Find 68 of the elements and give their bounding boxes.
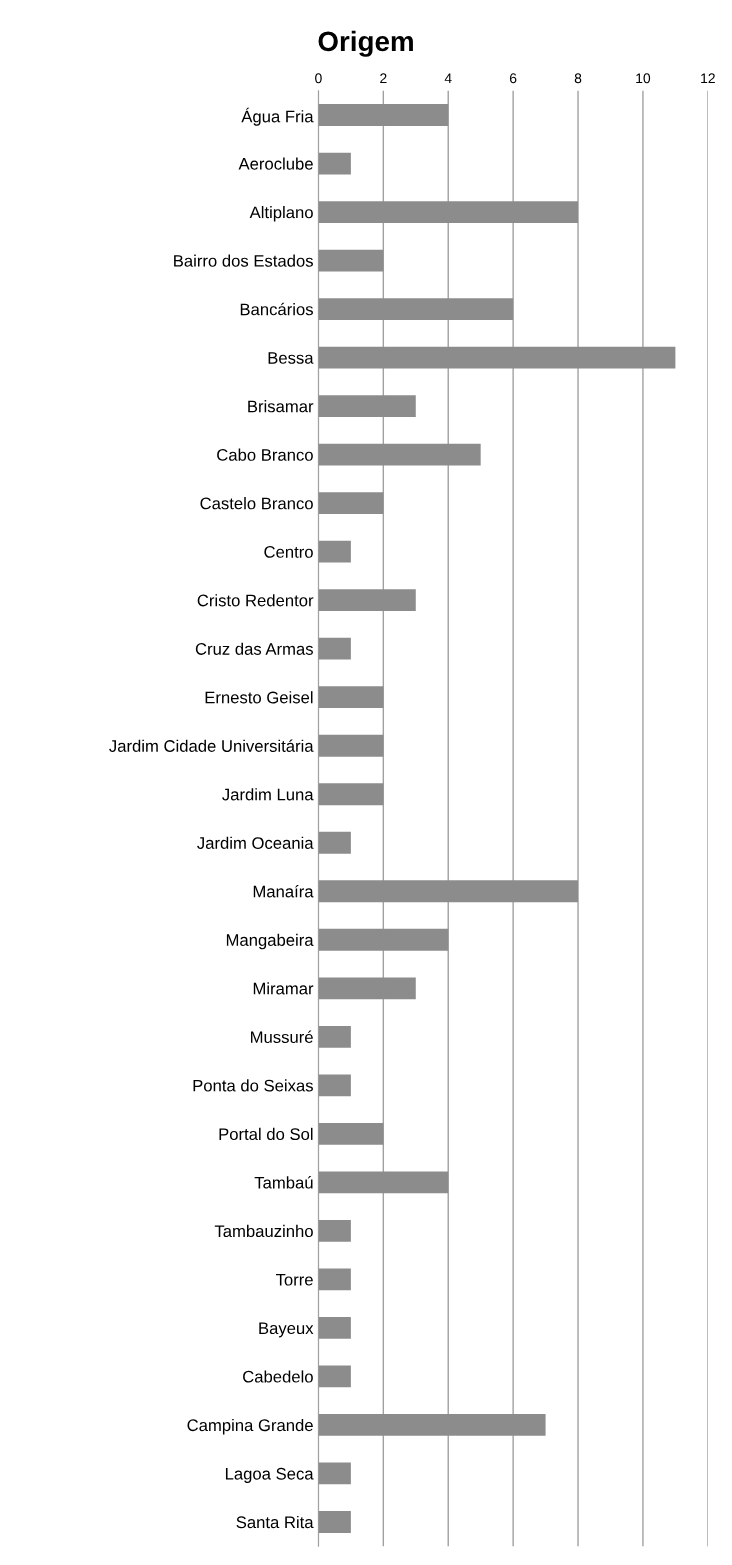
bar — [318, 1025, 351, 1048]
x-tick-label: 2 — [380, 73, 387, 84]
bar — [318, 249, 384, 272]
y-tick-label: Cabedelo — [243, 1370, 313, 1383]
y-tick-label: Mussuré — [251, 1030, 313, 1044]
bar — [318, 1268, 351, 1291]
bar — [318, 880, 579, 903]
y-tick-label: Jardim Cidade Universitária — [109, 739, 314, 752]
y-tick-label: Bayeux — [259, 1322, 314, 1338]
y-tick-label: Ponta do Seixas — [193, 1079, 313, 1092]
bar — [318, 928, 449, 951]
x-tick-label: 8 — [574, 73, 582, 84]
bar — [318, 637, 351, 660]
bar — [318, 443, 481, 466]
y-tick-label: Tambaú — [254, 1176, 313, 1189]
bar — [318, 1462, 351, 1485]
y-tick-label: Lagoa Seca — [225, 1467, 314, 1483]
y-tick-label: Portal do Sol — [219, 1127, 313, 1141]
chart-title: Origem — [318, 30, 413, 57]
bar — [318, 395, 416, 418]
y-tick-label: Jardim Oceania — [197, 836, 314, 849]
x-tick-label: 6 — [509, 73, 517, 84]
bar — [318, 977, 416, 1000]
bar — [318, 589, 416, 612]
y-tick-label: Altiplano — [249, 206, 313, 222]
bar — [318, 1365, 351, 1388]
y-tick-label: Aeroclube — [238, 157, 313, 170]
x-tick-label: 10 — [636, 73, 651, 84]
bar — [318, 346, 676, 369]
y-tick-label: Bancários — [240, 302, 313, 316]
x-tick-label: 4 — [444, 73, 452, 84]
bar — [318, 152, 351, 175]
bar — [318, 298, 514, 320]
y-tick-label: Água Fria — [241, 107, 314, 126]
bar — [318, 1074, 351, 1097]
y-tick-label: Santa Rita — [236, 1515, 314, 1529]
bar — [318, 1414, 546, 1436]
y-tick-label: Ernesto Geisel — [205, 691, 313, 704]
bar — [318, 734, 384, 757]
y-tick-label: Campina Grande — [187, 1418, 313, 1435]
bar — [318, 1122, 384, 1145]
y-tick-label: Cabo Branco — [217, 448, 313, 461]
y-tick-label: Miramar — [253, 982, 314, 995]
y-tick-label: Centro — [264, 546, 313, 558]
bar — [318, 1171, 449, 1194]
bar — [318, 201, 579, 223]
bar — [318, 540, 351, 563]
bar — [318, 104, 449, 126]
y-tick-label: Brisamar — [248, 400, 314, 413]
y-tick-label: Bairro dos Estados — [174, 254, 313, 267]
y-tick-label: Cristo Redentor — [197, 594, 314, 607]
y-tick-label: Jardim Luna — [222, 788, 314, 801]
y-tick-label: Bessa — [268, 352, 314, 364]
bar — [318, 492, 384, 515]
bar — [318, 686, 384, 709]
y-tick-label: Cruz das Armas — [195, 642, 313, 655]
bar — [318, 1316, 351, 1339]
x-tick-label: 12 — [701, 73, 715, 84]
bar — [318, 1511, 351, 1533]
y-tick-label: Mangabeira — [226, 933, 314, 950]
bar — [318, 831, 351, 854]
bar — [318, 783, 384, 806]
y-tick-label: Tambauzinho — [214, 1224, 313, 1238]
y-tick-label: Manaíra — [253, 885, 314, 898]
y-tick-label: Castelo Branco — [200, 497, 313, 510]
bar — [318, 1219, 351, 1242]
x-tick-label: 0 — [315, 73, 322, 84]
y-tick-label: Torre — [275, 1273, 313, 1286]
